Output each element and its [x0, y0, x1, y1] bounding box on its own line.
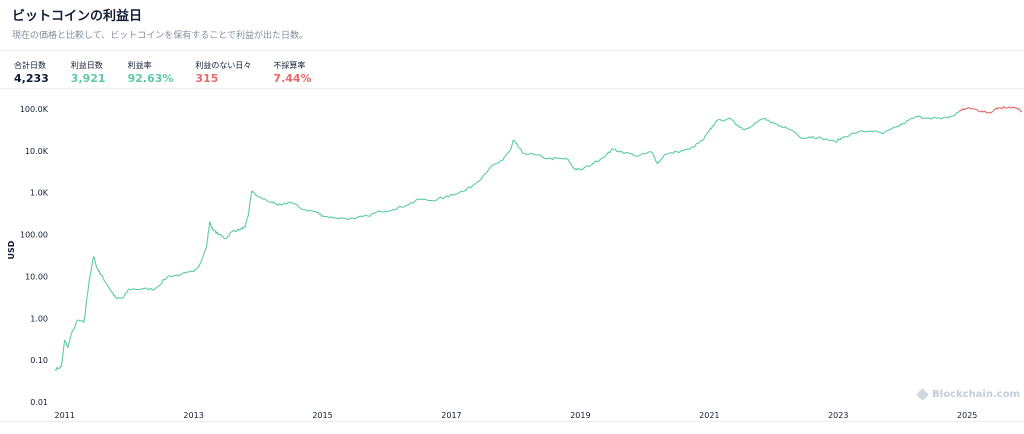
watermark-text: Blockchain.com — [932, 389, 1020, 400]
page-subtitle: 現在の価格と比較して、ビットコインを保有することで利益が出た日数。 — [12, 31, 309, 41]
header-divider — [0, 50, 1024, 51]
header: ビットコインの利益日 現在の価格と比較して、ビットコインを保有することで利益が出… — [12, 8, 1012, 42]
y-tick-label: 10.0K — [25, 147, 49, 156]
y-tick-label: 100.00 — [20, 231, 48, 240]
y-tick-label: 0.10 — [30, 356, 48, 365]
x-tick-label: 2011 — [54, 411, 74, 420]
x-tick-label: 2019 — [570, 411, 590, 420]
blockchain-logo-icon — [916, 388, 930, 401]
footer-divider — [0, 421, 1024, 422]
x-tick-label: 2021 — [699, 411, 719, 420]
stat-label: 利益のない日々 — [195, 61, 252, 70]
profit-price-line — [54, 110, 960, 371]
page-title: ビットコインの利益日 — [12, 9, 143, 24]
stat-value: 7.44% — [273, 72, 312, 85]
x-tick-label: 2023 — [828, 411, 848, 420]
y-tick-label: 100.0K — [20, 105, 49, 114]
loss-price-line — [959, 106, 1023, 114]
stat-total-days: 合計日数 4,233 — [14, 60, 49, 86]
stat-label: 利益率 — [127, 61, 152, 70]
stat-loss-days: 利益のない日々 315 — [195, 60, 251, 86]
y-tick-label: 10.00 — [25, 272, 48, 281]
stat-value: 92.63% — [127, 72, 174, 85]
stats-row: 合計日数 4,233 利益日数 3,921 利益率 92.63% 利益のない日々… — [14, 60, 334, 86]
stat-value: 4,233 — [14, 72, 49, 85]
stat-label: 合計日数 — [14, 61, 46, 70]
stat-loss-rate: 不採算率 7.44% — [273, 60, 311, 86]
stat-value: 315 — [195, 72, 219, 85]
price-chart: 100.0K 10.0K 1.0K 100.00 10.00 1.00 0.10 0.01 US… — [7, 105, 1023, 420]
stat-profit-rate: 利益率 92.63% — [128, 60, 174, 86]
x-tick-label: 2017 — [441, 411, 461, 420]
stat-value: 3,921 — [70, 72, 106, 85]
stat-label: 不採算率 — [273, 61, 306, 70]
stat-label: 利益日数 — [70, 61, 103, 70]
y-tick-label: 0.01 — [30, 398, 48, 407]
x-tick-label: 2013 — [183, 411, 203, 420]
stats-divider — [0, 88, 1024, 89]
stat-profit-days: 利益日数 3,921 — [71, 60, 106, 86]
x-tick-label: 2015 — [312, 411, 332, 420]
y-tick-label: 1.00 — [30, 314, 48, 323]
x-tick-label: 2025 — [957, 411, 977, 420]
watermark: Blockchain.com — [916, 388, 1020, 401]
y-tick-label: 1.0K — [30, 189, 49, 198]
y-axis-label: USD — [7, 240, 16, 259]
